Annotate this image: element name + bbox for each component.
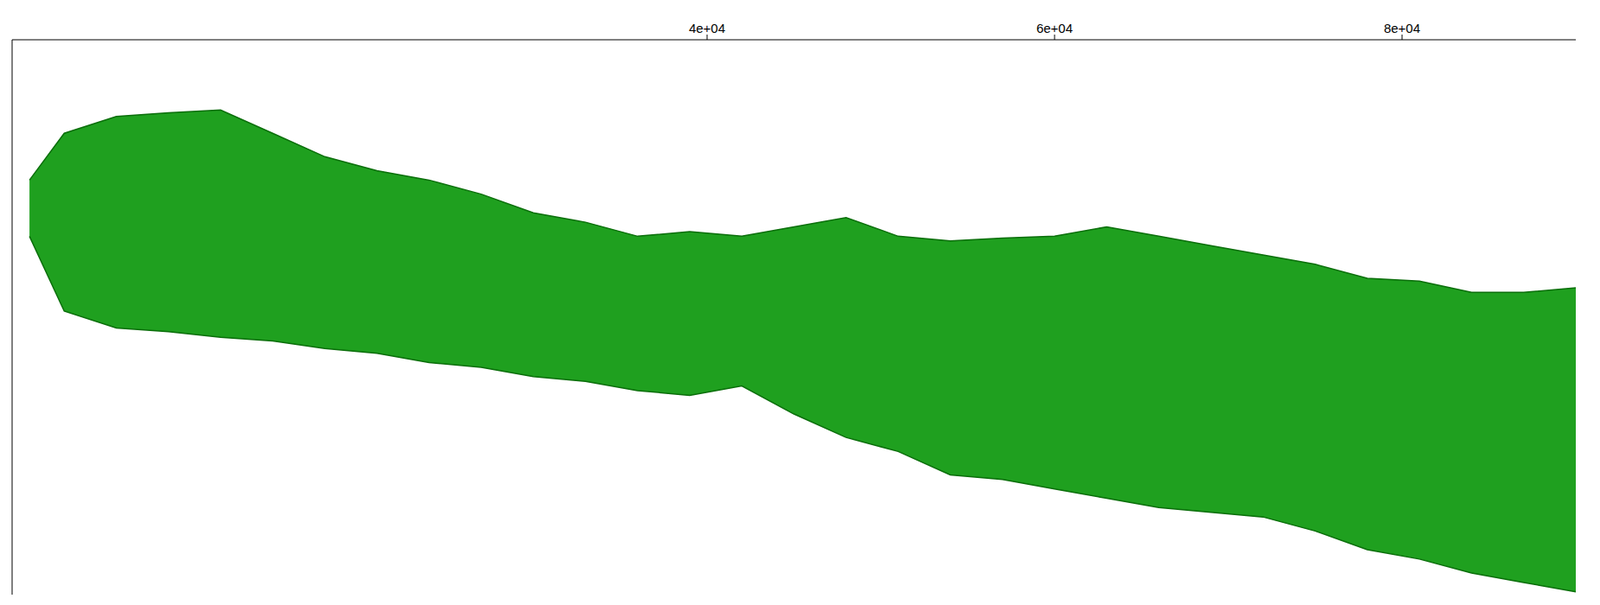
- svg-text:4e+04: 4e+04: [688, 20, 726, 36]
- svg-text:6e+04: 6e+04: [1036, 20, 1073, 36]
- svg-text:8e+04: 8e+04: [1383, 20, 1421, 36]
